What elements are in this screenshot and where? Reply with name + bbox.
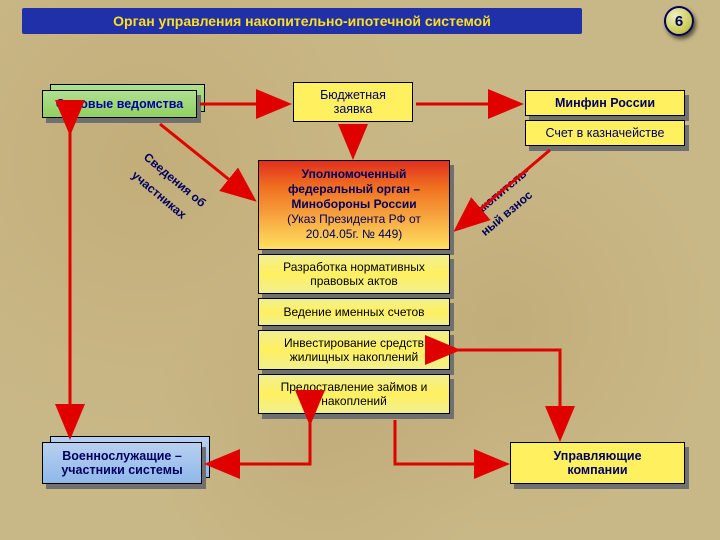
sub-box-1: Разработка нормативных правовых актов [258,254,450,294]
sub-box-2: Ведение именных счетов [258,298,450,326]
auth-line4: (Указ Президента РФ от [263,212,445,227]
box-authorized-body: Уполномоченный федеральный орган – Миноб… [258,160,450,250]
box-voennosl: Военнослужащие – участники системы [42,442,202,484]
auth-line1: Уполномоченный [263,167,445,182]
page-title: Орган управления накопительно-ипотечной … [22,8,582,34]
sub-box-4: Предоставление займов и накоплений [258,374,450,414]
box-budget: Бюджетная заявка [293,82,413,122]
auth-line3: Минобороны России [263,197,445,212]
box-silovye: Силовые ведомства [42,90,197,118]
page-number-badge: 6 [664,6,694,36]
sub-box-3: Инвестирование средств жилищных накоплен… [258,330,450,370]
auth-line5: 20.04.05г. № 449) [263,227,445,242]
auth-line2: федеральный орган – [263,182,445,197]
box-upravl: Управляющие компании [510,442,685,484]
box-schet: Счет в казначействе [525,120,685,146]
box-minfin: Минфин России [525,90,685,116]
